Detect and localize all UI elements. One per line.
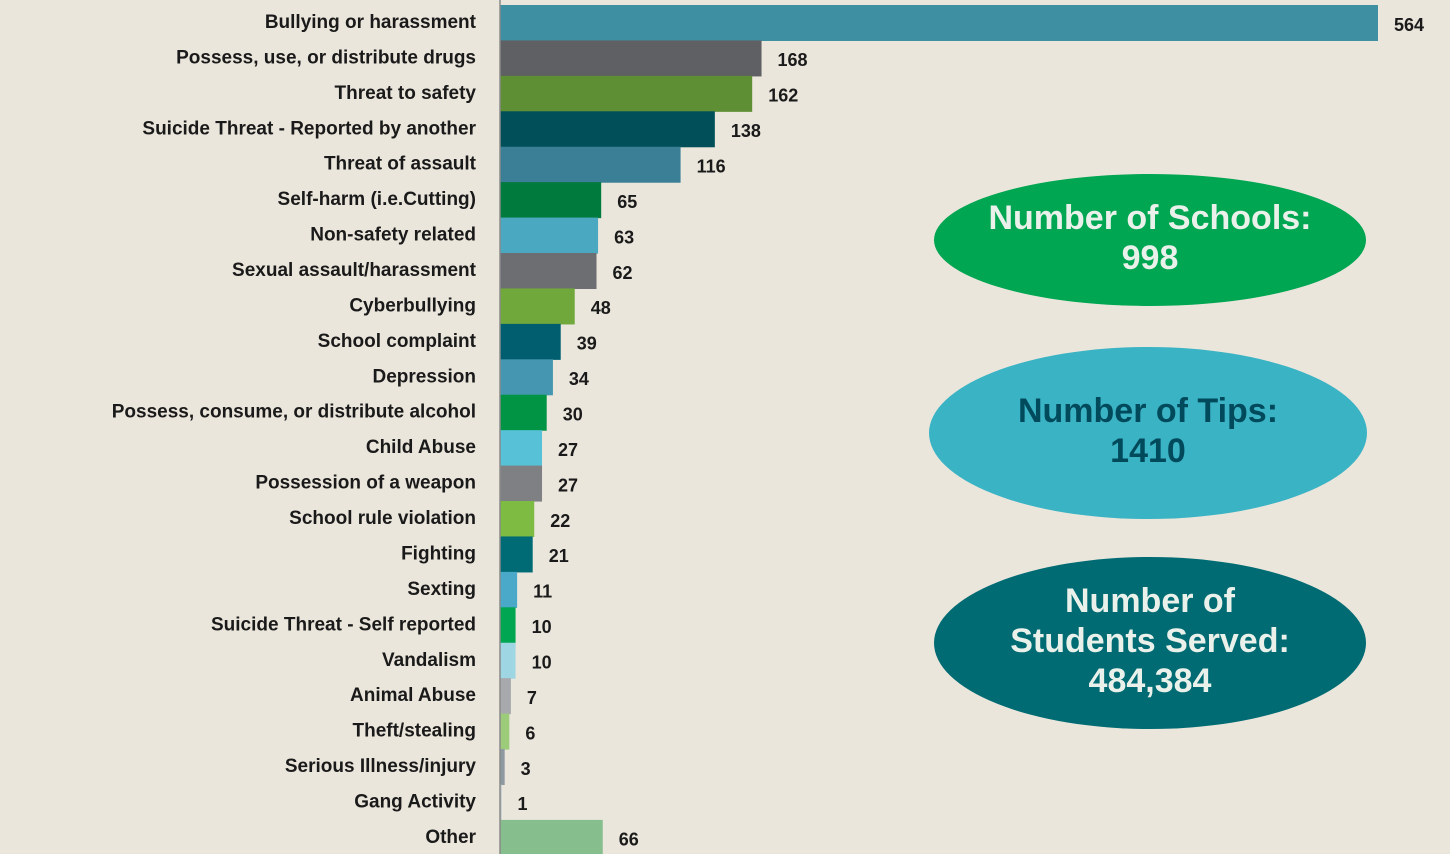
bar [500,642,516,679]
callout-text: 998 [1122,239,1179,277]
value-label: 7 [527,688,537,708]
category-label: Child Abuse [366,437,476,458]
bar [500,430,543,467]
bar [500,678,511,715]
category-label: Possession of a weapon [255,473,476,494]
bar [500,5,1378,41]
value-label: 162 [768,86,798,106]
bar [500,713,510,750]
bar [500,536,533,573]
bar [500,146,681,183]
category-label: Possess, consume, or distribute alcohol [112,402,476,423]
callout-text: Students Served: [1010,622,1290,660]
value-label: 63 [614,227,634,247]
bar [500,501,535,538]
bar [500,253,597,290]
bar [500,359,553,396]
value-label: 62 [613,263,633,283]
bar [500,111,715,148]
category-label: Fighting [401,543,476,564]
category-label: Sexting [407,579,476,600]
bar [500,217,599,254]
bar [500,749,505,786]
value-label: 27 [558,475,578,495]
category-label: Possess, use, or distribute drugs [176,47,476,68]
bar [500,607,516,644]
category-label: Non-safety related [310,225,476,246]
bar [500,288,575,325]
callout [934,557,1366,729]
value-label: 48 [591,298,611,318]
value-label: 6 [525,723,535,743]
callout-text: Number of Schools: [988,199,1311,237]
bar [500,40,762,77]
bar [500,75,753,112]
value-label: 10 [532,652,552,672]
category-label: Other [425,827,476,848]
bar [500,819,603,854]
value-label: 27 [558,440,578,460]
value-label: 11 [533,582,552,602]
category-label: Threat to safety [335,83,477,104]
category-label: Animal Abuse [350,685,476,706]
category-label: Bullying or harassment [265,12,477,33]
bar [500,182,602,219]
category-label: Gang Activity [354,791,476,812]
category-label: Cyberbullying [349,295,476,316]
callout-text: Number of [1065,582,1236,620]
category-label: Sexual assault/harassment [232,260,477,281]
callout-text: 484,384 [1089,662,1212,700]
value-label: 65 [617,192,637,212]
value-label: 39 [577,334,597,354]
value-label: 34 [569,369,589,389]
category-label: Self-harm (i.e.Cutting) [278,189,476,210]
bar [500,571,518,608]
bar [500,323,561,360]
value-label: 138 [731,121,761,141]
bar [500,465,543,502]
value-label: 66 [619,830,639,850]
category-label: School rule violation [289,508,476,529]
value-label: 10 [532,617,552,637]
value-label: 564 [1394,15,1424,35]
category-label: Suicide Threat - Self reported [211,614,476,635]
value-label: 116 [697,156,726,176]
value-label: 21 [549,546,569,566]
category-label: Threat of assault [324,154,477,175]
value-label: 168 [778,50,808,70]
category-label: School complaint [318,331,477,352]
bar [500,394,547,431]
category-label: Vandalism [382,650,476,671]
category-label: Serious Illness/injury [285,756,477,777]
category-label: Depression [373,366,476,387]
category-label: Suicide Threat - Reported by another [142,118,476,139]
category-label: Theft/stealing [352,721,476,742]
callout [934,174,1366,306]
value-label: 1 [518,794,528,814]
callout-text: Number of Tips: [1018,392,1278,430]
callout [929,347,1367,519]
callout-text: 1410 [1110,432,1186,470]
value-label: 3 [521,759,531,779]
value-label: 22 [550,511,570,531]
bar [500,784,502,821]
value-label: 30 [563,404,583,424]
